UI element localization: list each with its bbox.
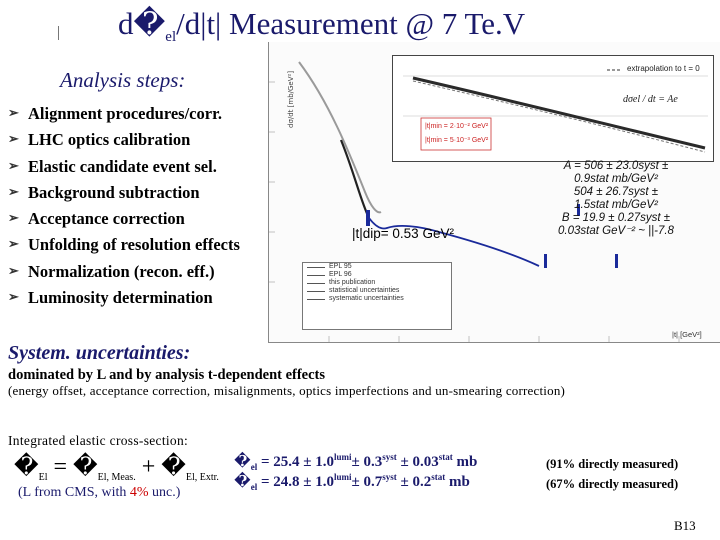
result-line: �el = 24.8 ± 1.0lumi± 0.7syst ± 0.2stat … (234, 472, 470, 492)
legend-item: EPL 96 (303, 271, 451, 279)
fit-line: 1.5stat mb/GeV² (574, 199, 658, 211)
arrow-bullet-icon: ➢ (8, 289, 19, 305)
slide-title: d�el/d|t| Measurement @ 7 Te.V (118, 6, 526, 46)
arrow-bullet-icon: ➢ (8, 236, 19, 252)
x-axis-label: |t| [GeV²] (672, 330, 702, 339)
t-dip-annotation: |t|dip= 0.53 GeV² (352, 226, 454, 241)
systematics-details: (energy offset, acceptance correction, m… (8, 383, 566, 398)
arrow-bullet-icon: ➢ (8, 105, 19, 120)
publication-data-curve (339, 139, 370, 219)
arrow-bullet-icon: ➢ (8, 131, 19, 147)
arrow-bullet-icon: ➢ (8, 157, 19, 173)
step-item: ➢ Alignment procedures/corr. (8, 104, 223, 123)
step-item: ➢ Elastic candidate event sel. (8, 156, 217, 176)
step-item: ➢ Normalization (recon. eff.) (8, 261, 215, 281)
fit-line: A = 506 ± 23.0syst ± (563, 160, 669, 172)
inset-graphic (403, 69, 708, 153)
legend-item: systematic uncertainties (303, 295, 451, 303)
inset-data-band (412, 76, 706, 150)
result-line: �el = 25.4 ± 1.0lumi± 0.3syst ± 0.03stat… (234, 452, 478, 472)
plot-graphic: dσ/dt [mb/GeV²] (269, 61, 680, 342)
legend-item: statistical uncertainties (303, 287, 451, 295)
inset-range-box (420, 117, 492, 151)
step-item: ➢ LHC optics calibration (8, 130, 191, 150)
luminosity-note: (L from CMS, with 4% unc.) (18, 485, 181, 500)
tail-marker (615, 254, 618, 268)
inset-extrapolation-label: extrapolation to t = 0 (627, 64, 700, 73)
result-note: (91% directly measured) (546, 457, 679, 471)
tail-marker (544, 254, 547, 268)
arrow-bullet-icon: ➢ (8, 262, 19, 278)
dip-marker (366, 210, 370, 226)
title-marker (58, 26, 59, 40)
epl-data-curve (298, 61, 382, 214)
inset-range-2: |t|min = 5·10⁻³ GeV² (425, 137, 489, 144)
step-item: ➢ Unfolding of resolution effects (8, 235, 240, 255)
y-axis-label: dσ/dt [mb/GeV²] (287, 71, 295, 128)
fit-line: B = 19.9 ± 0.27syst ± (561, 212, 671, 224)
systematics-summary: dominated by L and by analysis t-depende… (8, 367, 326, 383)
fit-line: 504 ± 26.7syst ± (573, 186, 659, 198)
page-number: B13 (674, 518, 696, 533)
arrow-bullet-icon: ➢ (8, 210, 19, 226)
analysis-steps-heading: Analysis steps: (60, 68, 186, 92)
fit-marker (577, 204, 580, 216)
inset-formula: dσel / dt = Ae (623, 94, 678, 105)
arrow-bullet-icon: ➢ (8, 183, 19, 199)
fit-line: 0.9stat mb/GeV² (574, 173, 658, 185)
systematics-heading: System. uncertainties: (8, 342, 191, 364)
step-item: ➢ Background subtraction (8, 182, 200, 202)
plot-legend: EPL 95 EPL 96 this publication statistic… (302, 262, 452, 330)
result-note: (67% directly measured) (546, 477, 679, 491)
analysis-steps-list: ➢ Alignment procedures/corr. ➢ LHC optics … (8, 104, 240, 314)
legend-item: this publication (303, 279, 451, 287)
step-item: ➢ Acceptance correction (8, 209, 185, 229)
fit-line: 0.03stat GeV⁻² ~ ||-7.8 (558, 225, 674, 237)
fit-parameters: A = 506 ± 23.0syst ± 0.9stat mb/GeV² 504… (528, 160, 704, 238)
integrated-formula: �El = �El, Meas. + �El, Extr. (14, 454, 219, 483)
inset-range-1: |t|min = 2·10⁻² GeV² (425, 123, 489, 130)
inset-extrapolation-line (412, 80, 706, 153)
extrapolation-inset: extrapolation to t = 0 dσel / dt = Ae |t… (392, 55, 714, 162)
legend-item: EPL 95 (303, 263, 451, 271)
publication-data-tail (368, 217, 540, 267)
step-item: ➢ Luminosity determination (8, 288, 213, 308)
integrated-heading: Integrated elastic cross-section: (8, 433, 189, 448)
